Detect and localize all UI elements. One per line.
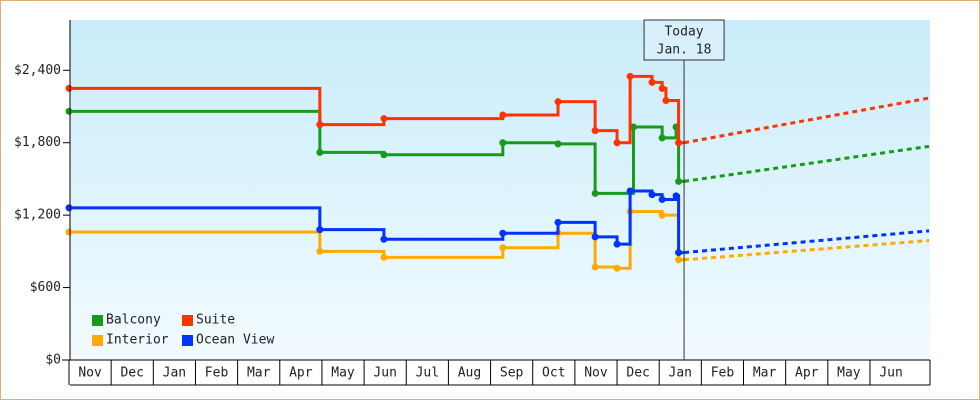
legend-swatch [182, 335, 193, 346]
price-point [591, 127, 599, 135]
price-point [675, 139, 683, 147]
x-tick-label: Nov [78, 366, 102, 381]
legend-swatch [92, 335, 103, 346]
x-tick-label: Apr [289, 366, 313, 381]
price-point [672, 192, 680, 200]
price-point [629, 123, 637, 131]
x-tick-label: Aug [458, 366, 481, 381]
price-point [554, 140, 562, 148]
x-tick-label: Nov [584, 366, 608, 381]
x-tick-label: Dec [120, 366, 143, 381]
x-tick-label: Oct [542, 366, 565, 381]
x-tick-label: Jan [163, 366, 186, 381]
y-tick-label: $1,200 [14, 208, 61, 223]
price-point [658, 195, 666, 203]
price-point [648, 191, 656, 199]
legend-label: Suite [196, 313, 235, 328]
price-point [65, 84, 73, 92]
x-tick-label: Jun [879, 366, 902, 381]
price-point [626, 72, 634, 80]
price-point [316, 247, 324, 255]
price-point [499, 111, 507, 119]
x-tick-label: Jan [669, 366, 692, 381]
price-point [554, 218, 562, 226]
x-tick-label: Sep [500, 366, 524, 381]
x-tick-label: Jul [416, 366, 439, 381]
price-point [380, 235, 388, 243]
price-point [65, 107, 73, 115]
price-point [591, 263, 599, 271]
forecast-line [683, 96, 930, 145]
x-tick-label: Apr [795, 366, 819, 381]
legend-label: Ocean View [196, 333, 274, 348]
price-point [499, 139, 507, 147]
price-point [499, 229, 507, 237]
x-tick-label: Mar [247, 366, 271, 381]
legend-swatch [92, 315, 103, 326]
price-point [613, 264, 621, 272]
today-box [643, 19, 725, 61]
today-label: Jan. 18 [657, 43, 712, 58]
x-tick-label: Jun [373, 366, 396, 381]
price-point [316, 226, 324, 234]
y-tick-label: $1,800 [14, 135, 61, 150]
y-tick-label: $600 [30, 280, 61, 295]
price-point [380, 115, 388, 123]
price-point [658, 134, 666, 142]
x-tick-label: Dec [626, 366, 649, 381]
price-point [554, 98, 562, 106]
price-point [675, 256, 683, 264]
price-point [65, 228, 73, 236]
price-point [613, 240, 621, 248]
price-point [316, 148, 324, 156]
price-point [65, 204, 73, 212]
price-point [380, 151, 388, 159]
price-point [675, 249, 683, 257]
x-tick-label: May [331, 366, 355, 381]
y-tick-label: $2,400 [14, 63, 61, 78]
price-point [591, 233, 599, 241]
price-point [648, 78, 656, 86]
legend-label: Balcony [106, 313, 161, 328]
x-tick-label: Feb [205, 366, 229, 381]
price-point [380, 253, 388, 261]
price-point [499, 244, 507, 252]
x-tick-label: Mar [753, 366, 777, 381]
price-point [658, 211, 666, 219]
y-tick-label: $0 [45, 353, 61, 368]
forecast-line [683, 229, 930, 255]
price-point [591, 189, 599, 197]
x-tick-label: May [837, 366, 861, 381]
legend-label: Interior [106, 333, 169, 348]
forecast-line [683, 238, 930, 262]
plot-area [70, 20, 930, 360]
price-point [613, 139, 621, 147]
price-point [662, 96, 670, 104]
price-point [626, 187, 634, 195]
today-label: Today [664, 25, 703, 40]
price-point [658, 84, 666, 92]
x-tick-label: Feb [711, 366, 735, 381]
legend-swatch [182, 315, 193, 326]
price-point [316, 121, 324, 129]
price-point [675, 177, 683, 185]
